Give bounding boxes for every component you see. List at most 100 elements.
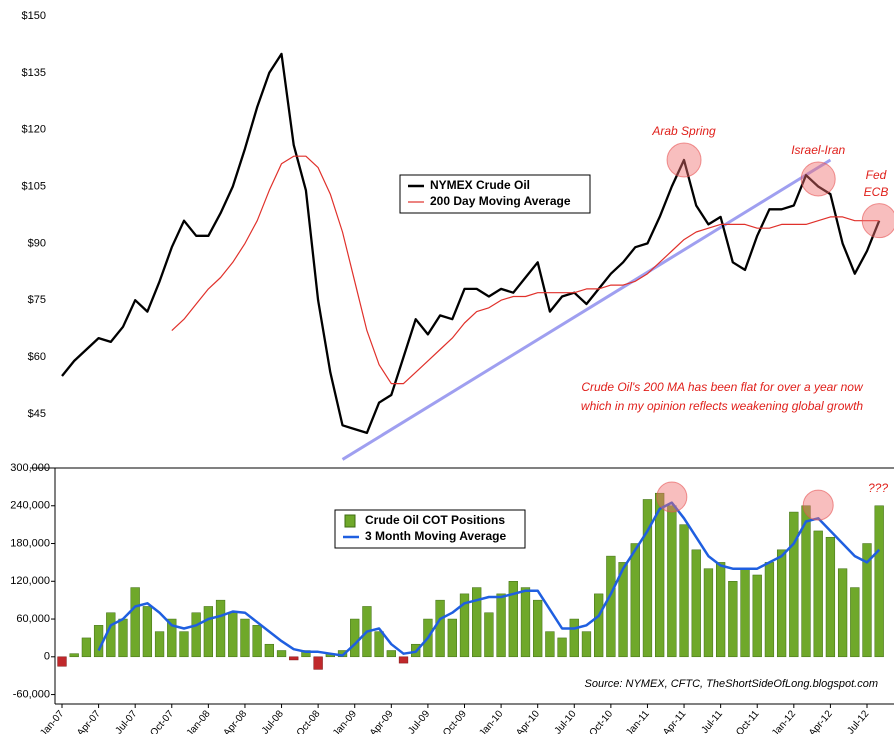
y-tick-label: $120	[22, 124, 46, 136]
x-tick-label: Apr-08	[222, 708, 250, 734]
y-tick-label: 60,000	[16, 613, 50, 625]
bar	[130, 587, 140, 658]
y-tick-label: 120,000	[10, 575, 50, 587]
trendline	[341, 158, 832, 461]
bar	[313, 656, 323, 670]
bar	[81, 637, 92, 658]
bar	[142, 606, 153, 658]
bar	[789, 511, 799, 658]
x-tick-label: Oct-07	[148, 708, 176, 734]
bar	[301, 650, 311, 658]
bar	[508, 581, 518, 658]
bar	[57, 656, 67, 667]
bar	[740, 568, 750, 658]
x-tick-label: Oct-11	[734, 708, 762, 734]
x-tick-label: Jul-07	[114, 708, 140, 734]
annotation: ECB	[864, 185, 889, 199]
bar	[252, 625, 262, 658]
x-tick-label: Apr-11	[661, 708, 689, 734]
x-tick-label: Apr-09	[368, 708, 396, 734]
bar	[276, 650, 287, 658]
annotation: Arab Spring	[651, 124, 716, 138]
bar	[728, 581, 738, 658]
bar	[240, 618, 250, 658]
bar	[215, 599, 226, 658]
x-tick-label: Jan-11	[624, 708, 652, 734]
bar	[459, 593, 470, 658]
bar	[472, 587, 482, 658]
bar	[752, 574, 762, 658]
y-tick-label: $90	[28, 237, 46, 249]
legend-box	[399, 174, 591, 214]
x-tick-label: Jul-11	[699, 708, 725, 734]
x-tick-label: Oct-08	[295, 708, 323, 734]
x-tick-label: Jul-08	[260, 708, 286, 734]
bar	[715, 562, 726, 658]
bar	[374, 631, 384, 658]
legend-swatch	[344, 514, 356, 528]
highlight	[666, 142, 702, 178]
bar	[703, 568, 714, 658]
x-tick-label: Oct-09	[441, 708, 469, 734]
bar	[350, 618, 360, 658]
bar	[874, 505, 884, 658]
bar	[447, 618, 457, 658]
highlight	[800, 161, 836, 197]
bar	[93, 625, 104, 658]
x-tick-label: Jul-09	[406, 708, 432, 734]
y-tick-label: $105	[22, 180, 46, 192]
bar	[569, 618, 579, 658]
bar	[203, 606, 214, 658]
bar	[801, 505, 811, 658]
bar	[825, 536, 836, 658]
bar	[154, 631, 165, 658]
x-tick-label: Apr-10	[514, 708, 542, 734]
bar	[667, 505, 677, 658]
y-tick-label: 240,000	[10, 500, 50, 512]
bar	[118, 618, 128, 658]
bar	[862, 543, 872, 658]
bar	[557, 637, 567, 658]
legend-label: 200 Day Moving Average	[430, 194, 571, 208]
legend-label: NYMEX Crude Oil	[430, 178, 530, 192]
x-tick-label: Jan-09	[331, 708, 359, 734]
bar	[691, 549, 701, 658]
highlight	[802, 489, 834, 521]
x-tick-label: Jan-08	[185, 708, 213, 734]
bar	[679, 524, 689, 658]
bar	[594, 593, 604, 658]
y-tick-label: -60,000	[13, 688, 50, 700]
bar	[386, 650, 396, 658]
bar	[776, 549, 787, 658]
x-tick-label: Apr-12	[807, 708, 835, 734]
legend-box	[334, 509, 526, 549]
bar	[764, 562, 775, 658]
y-tick-label: $150	[22, 10, 46, 22]
bar	[545, 631, 555, 658]
note: Crude Oil's 200 MA has been flat for ove…	[581, 380, 864, 394]
series-line	[171, 155, 880, 385]
bar	[813, 530, 823, 658]
source: Source: NYMEX, CFTC, TheShortSideOfLong.…	[585, 678, 878, 690]
bar	[398, 656, 409, 664]
bar	[484, 612, 494, 658]
bar	[69, 653, 79, 658]
bar	[655, 492, 665, 658]
bar	[106, 612, 116, 658]
x-tick-label: Jan-12	[770, 708, 798, 734]
y-tick-label: $60	[28, 351, 46, 363]
x-tick-label: Jul-10	[553, 708, 579, 734]
series-line	[61, 52, 881, 435]
x-tick-label: Apr-07	[75, 708, 103, 734]
x-tick-label: Jan-07	[38, 708, 66, 734]
x-tick-label: Jan-10	[477, 708, 505, 734]
x-tick-label: Oct-10	[587, 708, 615, 734]
bar	[533, 599, 543, 658]
y-tick-label: 180,000	[10, 537, 50, 549]
bar	[496, 593, 506, 658]
bar	[606, 555, 616, 658]
note: which in my opinion reflects weakening g…	[581, 399, 863, 413]
bar	[191, 612, 201, 658]
y-tick-label: $45	[28, 408, 46, 420]
